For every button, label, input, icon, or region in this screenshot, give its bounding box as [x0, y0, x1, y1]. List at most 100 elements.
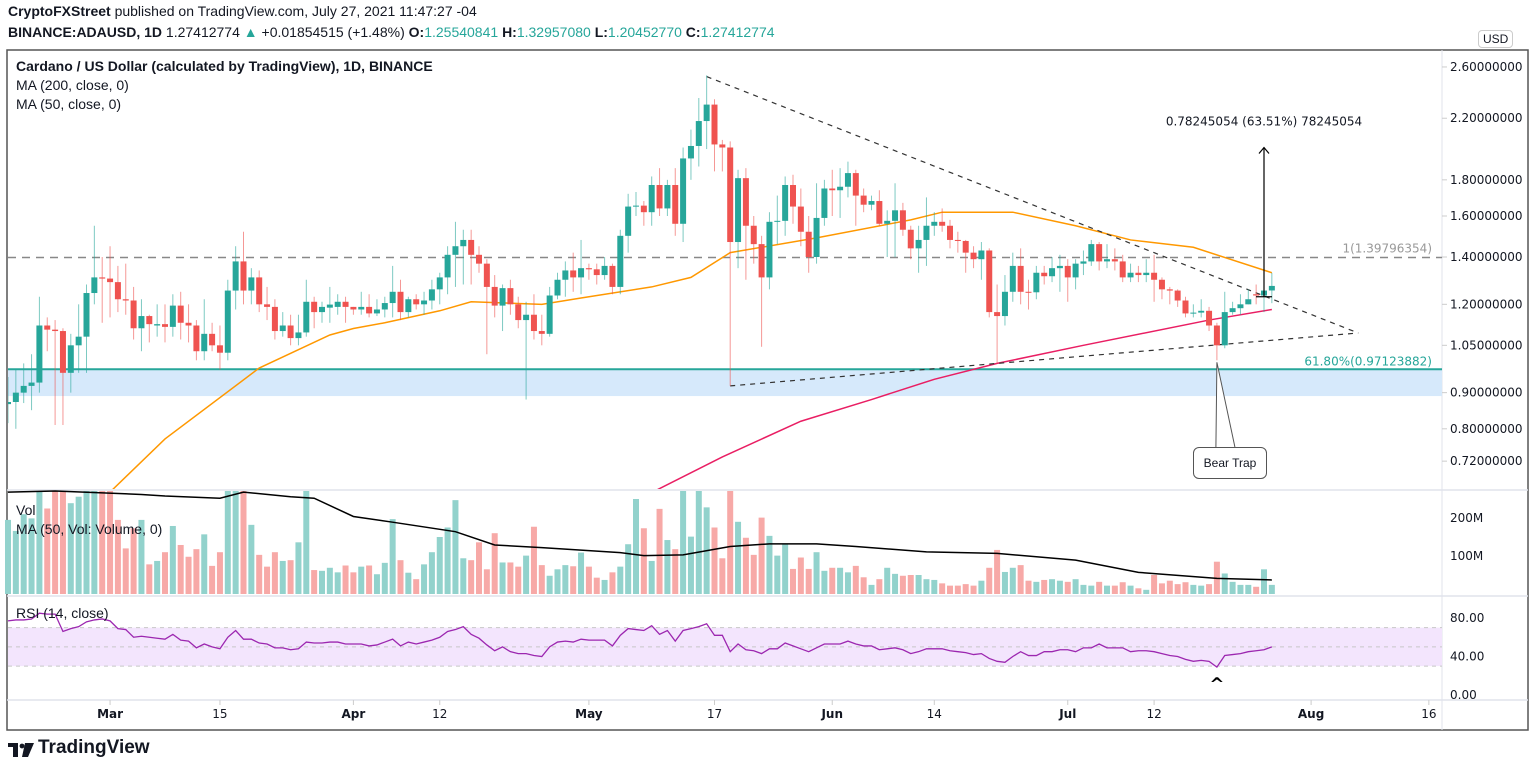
volume-bar — [295, 542, 302, 594]
candle-body — [860, 195, 867, 205]
volume-bar — [1025, 580, 1032, 594]
candle-body — [1143, 272, 1150, 276]
candle-body — [334, 301, 341, 307]
legend-volume[interactable]: Vol — [16, 502, 36, 518]
low-label: L: — [594, 24, 608, 40]
rsi-tick-label: 0.00 — [1450, 688, 1477, 702]
volume-bar — [303, 491, 310, 594]
candle-body — [452, 246, 459, 255]
volume-bar — [483, 569, 490, 594]
volume-bar — [491, 533, 498, 594]
legend-ma50[interactable]: MA (50, close, 0) — [16, 96, 122, 112]
volume-bar — [829, 567, 836, 594]
currency-badge[interactable]: USD — [1478, 30, 1514, 48]
volume-bar — [837, 567, 844, 594]
candle-body — [711, 104, 718, 145]
candle-body — [381, 303, 388, 310]
candle-body — [601, 265, 608, 276]
time-tick-label: Apr — [342, 707, 366, 721]
volume-bar — [75, 496, 82, 594]
volume-bar — [1143, 589, 1150, 594]
candle-body — [554, 279, 561, 296]
candle-body — [1088, 244, 1095, 262]
candle-body — [868, 201, 875, 205]
candle-body — [1198, 310, 1205, 313]
legend-volume-ma[interactable]: MA (50, Vol: Volume, 0) — [16, 521, 163, 537]
candle-body — [468, 239, 475, 255]
candle-body — [633, 205, 639, 207]
candle-body — [774, 220, 781, 222]
volume-bar — [868, 584, 875, 594]
volume-bar — [805, 568, 812, 594]
volume-bar — [146, 564, 153, 594]
volume-tick-label: 200M — [1450, 511, 1483, 525]
candle-body — [350, 306, 357, 310]
rsi-line — [7, 612, 1273, 669]
volume-bar — [640, 528, 647, 594]
time-tick-label: 14 — [927, 707, 942, 721]
candle-body — [923, 225, 930, 240]
candle-body — [1017, 265, 1024, 292]
candle-body — [1001, 291, 1008, 317]
volume-bar — [994, 549, 1001, 594]
candle-body — [1206, 310, 1213, 326]
candle-body — [821, 188, 828, 218]
candle-body — [67, 345, 74, 373]
volume-bars — [5, 491, 1275, 594]
time-tick-label: Mar — [97, 707, 123, 721]
volume-bar — [986, 567, 993, 594]
volume-bar — [1001, 571, 1008, 594]
candle-body — [695, 121, 702, 146]
volume-bar — [1190, 584, 1197, 594]
price-change: +0.01854515 (+1.48%) — [261, 24, 405, 40]
candle-body — [264, 304, 271, 307]
candle-body — [83, 293, 90, 337]
legend-rsi[interactable]: RSI (14, close) — [16, 605, 109, 621]
candle-body — [287, 325, 294, 339]
candle-body — [1080, 261, 1087, 264]
rsi-tick-label: 80.00 — [1450, 611, 1484, 625]
candle-body — [366, 306, 373, 314]
candle-body — [1190, 312, 1197, 314]
upper-trendline — [706, 75, 1359, 334]
candle-body — [852, 173, 859, 196]
volume-bar — [1158, 583, 1165, 594]
close-value: 1.27412774 — [700, 24, 775, 40]
candle-body — [805, 231, 812, 257]
volume-bar — [1198, 585, 1205, 594]
rsi-low-caret-icon: ^ — [1209, 674, 1224, 695]
volume-bar — [201, 534, 208, 594]
candle-body — [954, 239, 961, 241]
publisher-name[interactable]: CryptoFXStreet — [8, 3, 111, 19]
volume-bar — [609, 572, 616, 594]
candle-body — [271, 306, 278, 332]
time-tick-label: Jul — [1058, 707, 1076, 721]
symbol-info: BINANCE:ADAUSD, 1D 1.27412774 ▲ +0.01854… — [8, 24, 775, 40]
candle-body — [782, 185, 789, 221]
volume-bar — [931, 579, 938, 594]
tradingview-brand[interactable]: TradingView — [8, 737, 150, 759]
candle-body — [1174, 290, 1181, 301]
volume-bar — [397, 560, 404, 594]
candle-body — [947, 225, 953, 240]
candle-body — [1056, 265, 1063, 269]
candle-body — [483, 263, 490, 287]
volume-bar — [421, 564, 428, 594]
chart-frame — [6, 49, 1529, 731]
candle-body — [750, 225, 757, 245]
candle-body — [1229, 308, 1236, 313]
legend-ma200[interactable]: MA (200, close, 0) — [16, 77, 129, 93]
candle-body — [405, 299, 412, 313]
volume-bar — [554, 569, 561, 594]
candle-body — [546, 295, 553, 334]
volume-bar — [758, 517, 765, 594]
time-tick-label: 15 — [212, 707, 227, 721]
volume-bar — [287, 560, 294, 594]
candle-body — [130, 300, 137, 329]
volume-bar — [585, 566, 592, 594]
volume-bar — [169, 525, 176, 594]
ma200-line — [657, 308, 1272, 489]
price-tick-label: 1.05000000 — [1450, 338, 1523, 352]
time-tick-label: May — [575, 707, 603, 721]
